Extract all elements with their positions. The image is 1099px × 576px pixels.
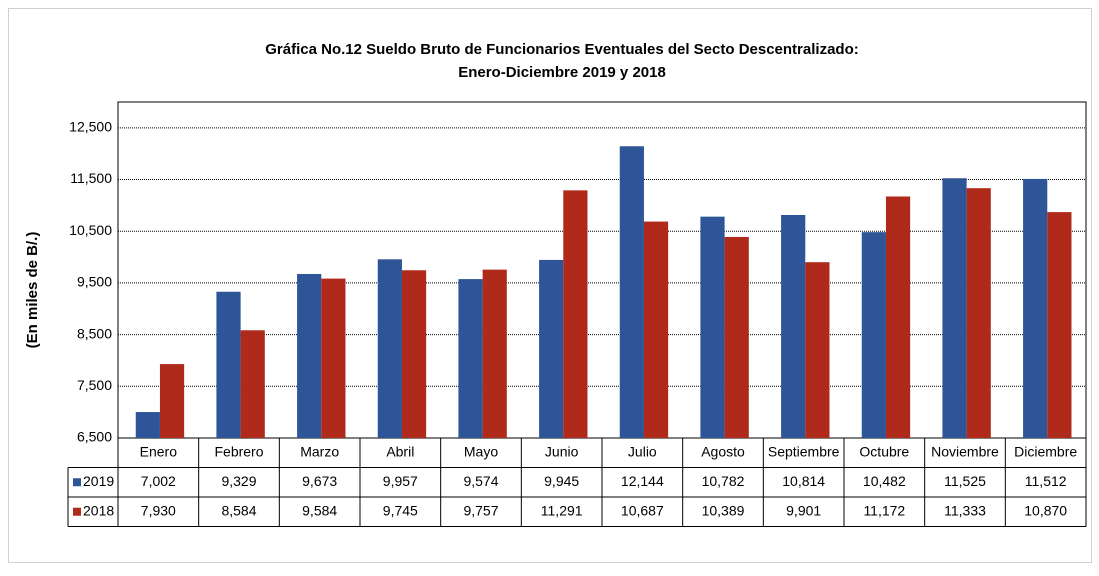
bar [1047, 212, 1072, 438]
bar [805, 262, 830, 438]
plot-area [117, 101, 1087, 439]
y-tick-label: 11,500 [70, 170, 112, 186]
bar [781, 214, 806, 438]
data-table-value: 11,333 [944, 502, 986, 518]
bar [321, 278, 346, 438]
y-tick-label: 7,500 [77, 377, 112, 393]
bar [159, 364, 185, 438]
legend-label: 2019 [83, 473, 114, 489]
bar [966, 188, 991, 438]
x-tick-label: Septiembre [768, 443, 840, 459]
data-table-value: 9,757 [463, 502, 498, 518]
bar [885, 196, 911, 438]
y-tick-label: 9,500 [77, 274, 112, 290]
bar [458, 279, 483, 438]
x-tick-label: Octubre [859, 443, 909, 459]
bar [619, 146, 644, 439]
bar [700, 216, 725, 438]
data-table-value: 10,782 [702, 473, 745, 489]
x-tick-label: Marzo [300, 443, 339, 459]
bar [482, 269, 507, 438]
data-table-value: 9,673 [302, 473, 337, 489]
data-table-value: 11,172 [863, 502, 905, 518]
bar [297, 273, 322, 438]
bar [135, 412, 160, 438]
data-table-value: 9,745 [383, 502, 418, 518]
y-axis-label: (En miles de B/.) [24, 232, 41, 349]
data-table-value: 11,512 [1025, 473, 1067, 489]
data-table-value: 12,144 [621, 473, 664, 489]
x-tick-label: Mayo [464, 443, 498, 459]
data-table-value: 9,574 [463, 473, 498, 489]
data-table-value: 9,584 [302, 502, 337, 518]
bar [401, 270, 427, 438]
data-table-value: 10,482 [863, 473, 906, 489]
bar [643, 221, 669, 438]
data-table-value: 7,002 [141, 473, 176, 489]
x-tick-label: Abril [386, 443, 414, 459]
data-table-value: 7,930 [141, 502, 176, 518]
bar [942, 178, 967, 438]
bar [724, 236, 749, 438]
bar [240, 330, 265, 438]
data-table-value: 11,525 [944, 473, 986, 489]
data-table-value: 10,870 [1024, 502, 1067, 518]
x-tick-label: Diciembre [1014, 443, 1077, 459]
legend-swatch [73, 507, 81, 516]
bar [539, 259, 564, 438]
data-table-value: 10,687 [621, 502, 664, 518]
bar [1023, 178, 1048, 438]
data-table-value: 9,901 [786, 502, 821, 518]
bar [861, 232, 886, 438]
data-table-value: 8,584 [221, 502, 256, 518]
data-table-value: 9,957 [383, 473, 418, 489]
y-tick-label: 10,500 [69, 222, 112, 238]
data-table-value: 9,945 [544, 473, 579, 489]
y-tick-label: 6,500 [77, 429, 112, 445]
x-tick-label: Agosto [701, 443, 745, 459]
x-tick-label: Enero [140, 443, 178, 459]
data-table-value: 11,291 [541, 502, 583, 518]
legend-label: 2018 [83, 502, 114, 518]
x-tick-label: Noviembre [931, 443, 999, 459]
chart-subtitle: Enero-Diciembre 2019 y 2018 [458, 64, 666, 81]
legend-swatch [73, 478, 81, 487]
data-table-value: 9,329 [221, 473, 256, 489]
y-tick-label: 8,500 [77, 325, 112, 341]
y-tick-label: 12,500 [69, 119, 112, 135]
bar [377, 259, 402, 438]
chart-title: Gráfica No.12 Sueldo Bruto de Funcionari… [265, 41, 858, 58]
data-table-value: 10,814 [782, 473, 825, 489]
bar [563, 190, 588, 438]
x-tick-label: Junio [545, 443, 579, 459]
bar [216, 291, 241, 438]
x-tick-label: Febrero [214, 443, 263, 459]
data-table-value: 10,389 [702, 502, 745, 518]
x-tick-label: Julio [628, 443, 657, 459]
